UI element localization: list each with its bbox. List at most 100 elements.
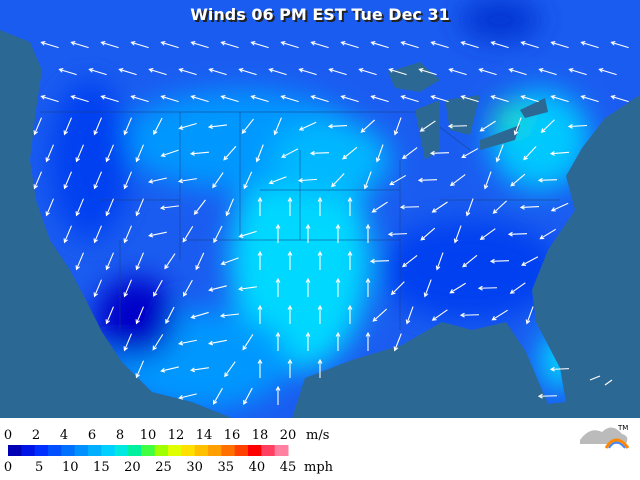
wind-arrow [220, 257, 239, 266]
wind-arrow [225, 198, 234, 217]
wind-arrow [160, 41, 179, 49]
wind-arrow [370, 95, 389, 103]
wind-arrow [453, 225, 462, 244]
wind-arrow [399, 204, 420, 210]
legend-swatch [208, 445, 222, 456]
legend-swatch [141, 445, 156, 456]
wind-arrow [190, 95, 209, 103]
wind-arrow [223, 145, 237, 161]
wind-arrow [224, 361, 236, 378]
wind-arrow [479, 228, 496, 240]
wind-arrow [365, 223, 371, 243]
wind-arrow [255, 144, 264, 163]
wind-arrow [539, 228, 556, 240]
wind-arrow [75, 252, 85, 271]
wind-arrow [195, 252, 205, 271]
wind-arrow [257, 250, 263, 270]
wind-arrow [152, 334, 164, 351]
wind-arrow [550, 95, 569, 103]
wind-arrow [219, 313, 240, 319]
wind-arrow [208, 339, 227, 346]
wind-arrow [153, 279, 163, 297]
wind-arrow [447, 123, 468, 129]
ms-label: 18 [252, 428, 269, 443]
wind-arrow [477, 285, 498, 291]
wind-arrow [492, 200, 507, 214]
wind-arrow [220, 95, 239, 103]
wind-arrow [93, 225, 103, 244]
wind-arrow [513, 117, 522, 136]
wind-arrow [479, 120, 496, 132]
wind-arrow [580, 41, 599, 49]
wind-arrow [105, 252, 115, 271]
wind-arrow [273, 117, 282, 136]
wind-arrow [420, 227, 436, 241]
legend-swatch [8, 445, 22, 456]
wind-arrow [298, 121, 317, 131]
wind-arrow [401, 147, 418, 160]
wind-arrow [135, 252, 145, 271]
wind-arrow [417, 177, 438, 183]
wind-arrow [483, 171, 492, 190]
wind-arrow [405, 306, 414, 325]
wind-arrow [523, 146, 537, 161]
wind-arrow [45, 144, 55, 163]
wind-arrow [369, 258, 390, 264]
wind-arrow [105, 198, 115, 217]
wind-arrow [123, 171, 133, 190]
wind-arrow [135, 144, 145, 163]
wind-arrow [347, 250, 353, 270]
wind-arrow [401, 255, 418, 268]
legend-swatch [168, 445, 182, 456]
wind-arrow [208, 285, 227, 292]
wind-arrow [275, 385, 281, 405]
wind-arrow [160, 366, 179, 373]
wind-arrow [519, 204, 540, 210]
mph-label: 25 [155, 460, 172, 475]
wind-arrow [243, 387, 253, 405]
wind-arrow [310, 41, 329, 49]
wind-arrow [164, 253, 176, 270]
wind-arrow [70, 95, 89, 103]
wind-arrow [429, 150, 450, 156]
wind-arrow [490, 95, 509, 103]
wind-arrow [275, 223, 281, 243]
wind-arrow [33, 117, 43, 136]
legend-swatch [34, 445, 49, 456]
wind-arrow [610, 95, 629, 103]
wind-arrow [213, 225, 223, 244]
wind-arrow [507, 231, 528, 237]
wind-arrow [100, 95, 119, 103]
logo-mark: TM [617, 424, 628, 432]
wind-arrow [549, 151, 570, 156]
map: Winds 06 PM EST Tue Dec 31 Winds 06 PM E… [0, 0, 640, 418]
wind-arrow [537, 177, 558, 183]
wind-arrows [33, 41, 629, 405]
wind-arrow [317, 250, 323, 270]
wind-arrow [237, 286, 257, 292]
wind-arrow [257, 304, 263, 324]
wind-arrow [490, 41, 509, 49]
wind-arrow [208, 68, 227, 76]
wind-arrow [342, 146, 358, 160]
wind-arrow [40, 95, 59, 103]
ms-label: 6 [88, 428, 96, 443]
ms-label: 20 [280, 428, 297, 443]
wind-arrow [449, 282, 466, 294]
wind-arrow [287, 250, 293, 270]
wind-arrow [335, 277, 341, 297]
wind-arrow [93, 117, 103, 136]
wind-arrow [33, 171, 43, 190]
wind-arrow [148, 177, 167, 184]
wind-arrow [93, 279, 103, 298]
wind-arrow [281, 148, 299, 158]
mph-label: 20 [124, 460, 141, 475]
wind-arrow [297, 178, 318, 183]
wind-arrow [347, 196, 353, 216]
wind-arrow [449, 174, 466, 187]
wind-arrow [123, 117, 133, 136]
wind-arrow [372, 308, 388, 322]
ms-label: 0 [4, 428, 12, 443]
wind-arrow [88, 68, 107, 76]
